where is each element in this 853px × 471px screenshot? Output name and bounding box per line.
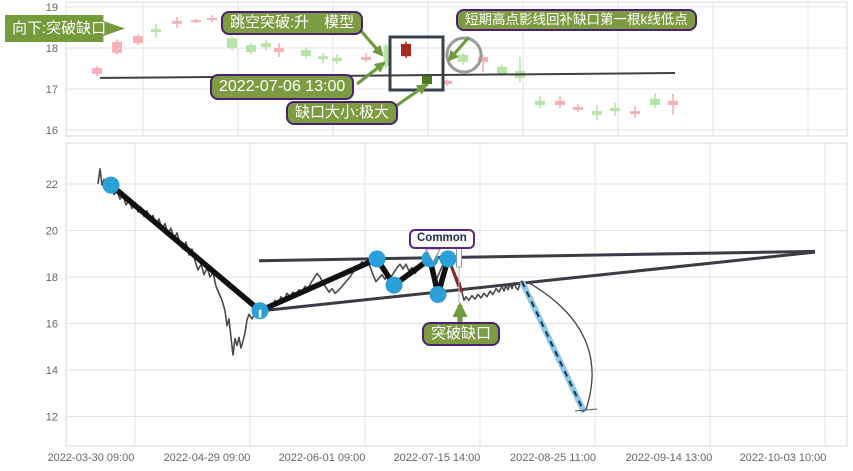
candle-body[interactable] xyxy=(207,18,217,21)
axis-tick-label: 20 xyxy=(46,226,58,238)
candle-body[interactable] xyxy=(172,20,182,24)
candle-body[interactable] xyxy=(610,107,620,112)
axis-tick-label: 22 xyxy=(46,179,58,191)
breakout-gap-label[interactable]: 突破缺口 xyxy=(422,322,501,347)
candle-body[interactable] xyxy=(535,100,545,105)
candle-body[interactable] xyxy=(227,38,237,48)
axis-tick-label: 19 xyxy=(46,2,58,14)
axis-tick-label: 17 xyxy=(46,84,58,96)
candle-body[interactable] xyxy=(497,66,507,74)
axis-tick-label: 2022-04-29 09:00 xyxy=(164,452,251,464)
projection-line-dashes xyxy=(521,281,585,413)
gap-trend-line xyxy=(99,72,676,79)
channel-top-line xyxy=(258,249,816,263)
shadow-circle-marker xyxy=(445,36,483,74)
candle-body[interactable] xyxy=(401,43,411,57)
axis-tick-label: 12 xyxy=(46,412,58,424)
channel-bottom-line xyxy=(261,250,816,313)
pivot-dot[interactable] xyxy=(368,250,386,268)
gap-down-segment xyxy=(448,262,464,293)
candle-body[interactable] xyxy=(133,36,143,44)
common-point-label[interactable]: Common xyxy=(409,229,475,249)
panel-border xyxy=(65,142,848,447)
candle-body[interactable] xyxy=(383,45,389,67)
candle-body[interactable] xyxy=(191,20,201,23)
candle-body[interactable] xyxy=(332,57,342,62)
candle-body[interactable] xyxy=(668,100,678,105)
axis-tick-label: 2022-10-03 10:00 xyxy=(740,452,827,464)
annotation-arrow xyxy=(447,35,471,62)
gap-model-label[interactable]: 跳空突破:升 模型 xyxy=(221,11,364,36)
pivot-dot[interactable] xyxy=(385,276,403,294)
axis-tick-label: 2022-06-01 09:00 xyxy=(279,452,366,464)
candle-body[interactable] xyxy=(555,100,565,105)
candle-body[interactable] xyxy=(318,56,328,60)
gap-datetime-label[interactable]: 2022-07-06 13:00 xyxy=(210,74,355,100)
projection-end-tick xyxy=(574,408,598,412)
annotation-arrow xyxy=(395,83,428,108)
pivot-dot[interactable] xyxy=(102,176,120,194)
axis-tick-label: 2022-08-25 11:00 xyxy=(510,452,596,464)
candle-body[interactable] xyxy=(442,80,452,85)
axis-tick-label: 2022-09-14 13:00 xyxy=(626,452,713,464)
common-down-arrow xyxy=(425,248,441,264)
gap-size-label[interactable]: 缺口大小:极大 xyxy=(286,101,399,126)
axis-tick-label: 18 xyxy=(46,43,58,55)
projection-arc xyxy=(526,281,593,410)
candle-body[interactable] xyxy=(478,57,488,62)
pivot-dot[interactable] xyxy=(429,285,447,303)
annotation-arrow xyxy=(356,61,386,86)
candle-body[interactable] xyxy=(261,43,271,48)
candle-body[interactable] xyxy=(630,111,640,115)
candle-body[interactable] xyxy=(301,50,311,57)
candle-body[interactable] xyxy=(246,45,256,53)
panel-border xyxy=(65,1,848,137)
axis-tick-label: 2022-03-30 09:00 xyxy=(48,452,135,464)
pivot-dot-flag xyxy=(258,309,262,318)
shadow-fill-note-label[interactable]: 短期高点影线回补缺口第一根k线低点 xyxy=(456,9,697,32)
candle-body[interactable] xyxy=(458,54,468,62)
candle-body[interactable] xyxy=(573,107,583,110)
candle-body[interactable] xyxy=(112,41,122,53)
candle-body[interactable] xyxy=(151,29,161,33)
pivot-dot[interactable] xyxy=(439,250,457,268)
candle-body[interactable] xyxy=(92,68,102,74)
gap-highlight-box xyxy=(388,35,445,92)
candle-body[interactable] xyxy=(422,75,432,85)
axis-tick-label: 2022-07-15 14:00 xyxy=(394,452,481,464)
candle-body[interactable] xyxy=(274,48,284,53)
candle-body[interactable] xyxy=(592,111,602,115)
axis-tick-label: 18 xyxy=(46,272,58,284)
axis-tick-label: 16 xyxy=(46,319,58,331)
axis-tick-label: 14 xyxy=(46,365,58,377)
candle-body[interactable] xyxy=(361,57,371,60)
candle-body[interactable] xyxy=(650,98,660,105)
axis-tick-label: 16 xyxy=(46,125,58,137)
